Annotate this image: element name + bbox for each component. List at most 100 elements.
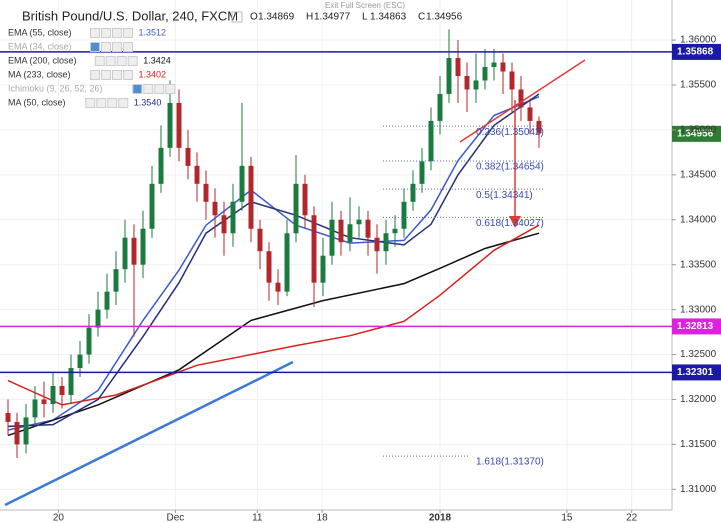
legend-icon[interactable] — [123, 42, 133, 52]
y-tick-label: 1.32000 — [680, 394, 717, 405]
candle-body — [131, 237, 137, 265]
legend-value: 1.3540 — [134, 97, 162, 107]
chart-title: British Pound/U.S. Dollar, 240, FXCM — [22, 8, 238, 23]
fib-label: 0.382(1.34654) — [476, 162, 544, 173]
candle-body — [104, 291, 110, 310]
legend-icon[interactable] — [90, 70, 100, 80]
legend-icon[interactable] — [112, 28, 122, 38]
candle-body — [5, 412, 11, 422]
legend-icon[interactable] — [132, 84, 143, 94]
y-tick-label: 1.32500 — [680, 349, 717, 360]
legend-icon[interactable] — [101, 70, 111, 80]
candle-body — [356, 219, 362, 225]
candle-body — [149, 183, 155, 229]
candle-body — [428, 120, 434, 162]
legend-icon[interactable] — [165, 84, 176, 94]
x-tick-label: 18 — [317, 513, 329, 523]
x-tick-label: 15 — [561, 513, 573, 523]
price-level-label: 1.35868 — [677, 47, 714, 58]
y-tick-label: 1.33500 — [680, 259, 717, 270]
candle-body — [473, 80, 479, 90]
indicator-line — [7, 232, 540, 437]
legend-icon[interactable] — [101, 28, 111, 38]
price-level-box — [672, 318, 721, 335]
candle-body — [239, 165, 245, 202]
price-level-box — [672, 43, 721, 60]
legend-icon[interactable] — [154, 84, 165, 94]
legend-icon[interactable] — [105, 56, 116, 66]
candle-body — [509, 71, 515, 90]
legend-icon[interactable] — [123, 70, 133, 80]
candle-body — [257, 228, 263, 252]
candle-body — [203, 183, 209, 202]
candle-body — [122, 237, 128, 270]
candle-body — [86, 327, 92, 355]
candle-body — [230, 201, 236, 234]
legend-icon[interactable] — [101, 42, 111, 52]
legend: O 1.34869 H 1.34977 L 1.34863 C 1.34956 EMA (55,… — [8, 11, 463, 108]
legend-icon[interactable] — [85, 98, 96, 108]
indicator-line — [7, 224, 540, 406]
candle-body — [284, 233, 290, 292]
candle-body — [347, 224, 353, 243]
indicator-line — [7, 93, 540, 428]
fib-label: 0.5(1.34341) — [476, 190, 533, 201]
legend-icon[interactable] — [116, 56, 127, 66]
indicator-lines — [7, 93, 540, 437]
ohlc-label: H — [306, 12, 313, 23]
candle-body — [527, 107, 533, 121]
legend-icon[interactable] — [94, 56, 105, 66]
legend-value: 1.3402 — [139, 69, 167, 79]
legend-icon[interactable] — [96, 98, 107, 108]
candle-body — [410, 183, 416, 202]
candle-body — [59, 385, 65, 395]
y-tick-label: 1.33000 — [680, 304, 717, 315]
legend-icon[interactable] — [127, 56, 138, 66]
candle-body — [311, 215, 317, 283]
candle-body — [455, 58, 461, 76]
y-tick-label: 1.31500 — [680, 439, 717, 450]
candle-body — [68, 368, 74, 395]
legend-icon[interactable] — [112, 70, 122, 80]
candle-body — [194, 165, 200, 184]
legend-icon[interactable] — [118, 98, 129, 108]
legend-name: Ichimoku (9, 26, 52, 26) — [8, 83, 103, 93]
legend-name: EMA (34, close) — [8, 41, 72, 51]
candle-body — [41, 399, 47, 404]
x-tick-label: 22 — [626, 513, 638, 523]
legend-icon[interactable] — [107, 98, 118, 108]
candle-body — [500, 62, 506, 72]
candle-body — [167, 102, 173, 148]
y-tick-label: 1.34500 — [680, 169, 717, 180]
x-tick-label: 20 — [53, 513, 65, 523]
candle-body — [212, 201, 218, 216]
candle-body — [113, 269, 119, 292]
ohlc-value: 1.34956 — [426, 12, 463, 23]
legend-value: 1.3512 — [139, 27, 167, 37]
settings-icon[interactable] — [231, 11, 243, 23]
ohlc-label: O — [250, 12, 258, 23]
ohlc-value: 1.34863 — [370, 12, 407, 23]
candle-body — [419, 161, 425, 184]
candle-body — [77, 354, 83, 369]
x-tick-label: Dec — [167, 513, 185, 523]
axes: 1.31000 1.31500 1.32000 1.32500 1.33000 1.335… — [53, 35, 717, 523]
candle-body — [329, 219, 335, 256]
trend-line — [459, 59, 586, 143]
candle-body — [140, 228, 146, 265]
legend-name: EMA (55, close) — [8, 27, 72, 37]
candles — [5, 29, 542, 458]
candle-body — [437, 93, 443, 121]
candle-body — [32, 399, 38, 418]
price-level-label: 1.32813 — [677, 321, 714, 332]
legend-icon[interactable] — [123, 28, 133, 38]
legend-icon[interactable] — [90, 28, 100, 38]
candle-body — [275, 282, 281, 292]
legend-icon[interactable] — [143, 84, 154, 94]
y-tick-label: 1.35000 — [680, 125, 717, 136]
x-tick-label: 2018 — [429, 513, 452, 523]
legend-icon[interactable] — [112, 42, 122, 52]
legend-icon[interactable] — [90, 42, 100, 52]
candle-body — [302, 183, 308, 216]
ohlc-label: L — [362, 12, 368, 23]
